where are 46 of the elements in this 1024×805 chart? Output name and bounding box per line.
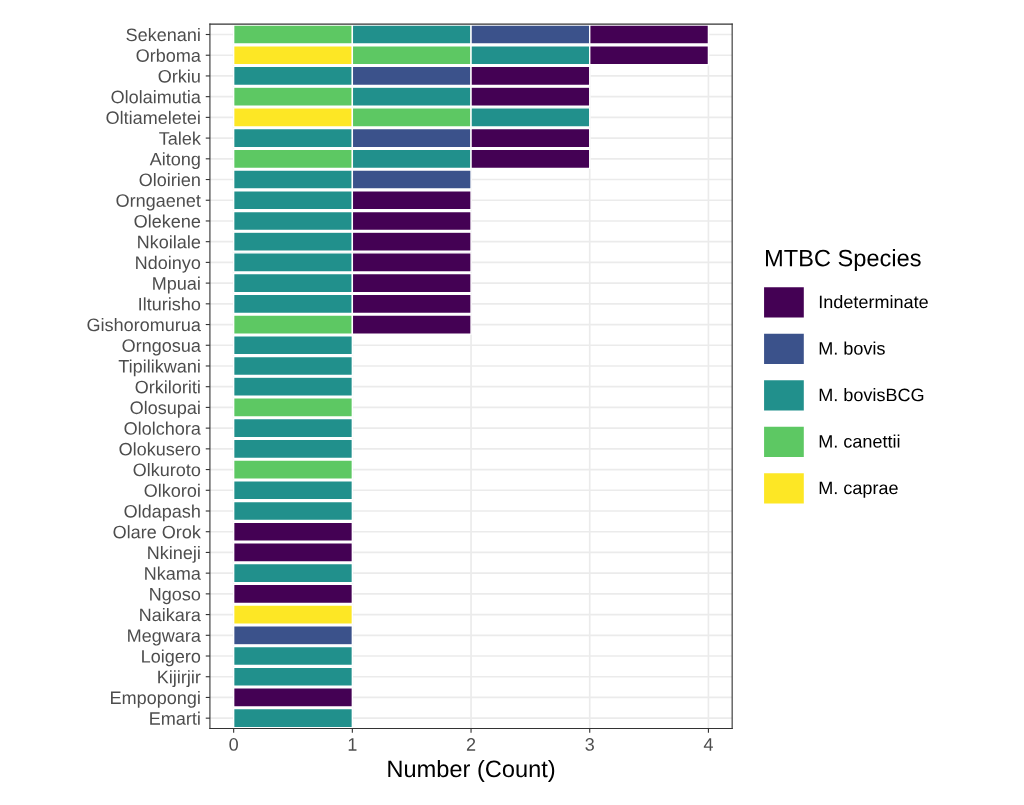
y-tick-label: Emarti (150, 711, 200, 725)
y-tick-label: Ololaimutia (111, 90, 201, 104)
y-tick-label: Sekenani (126, 27, 200, 42)
legend-label: M. bovis (819, 341, 885, 355)
y-tick-label: Nkoilale (138, 235, 201, 249)
y-tick-label: Olosupai (130, 400, 200, 418)
y-tick-label: Olokusero (119, 442, 201, 456)
y-tick-label: Orkiloriti (135, 380, 200, 394)
y-tick-label: Ololchora (124, 421, 201, 435)
y-tick-label: Gishoromurua (87, 318, 201, 332)
y-tick-label: Ilturisho (139, 297, 201, 311)
y-tick-label: Megwara (128, 629, 201, 646)
y-tick-label: Kijirjir (158, 670, 201, 688)
y-tick-label: Nkineji (148, 545, 200, 563)
y-tick-label: Naikara (140, 608, 201, 622)
y-tick-label: Olkuroto (133, 463, 201, 477)
legend-label: M. caprae (819, 481, 898, 498)
y-tick-label: Orngosua (122, 339, 201, 356)
legend-title: MTBC Species (766, 249, 921, 272)
y-tick-label: Oloirien (139, 172, 200, 187)
y-tick-label: Loigero (142, 649, 201, 667)
x-tick-label: 0 (229, 738, 238, 751)
y-tick-label: Orngaenet (116, 194, 201, 211)
y-tick-label: Olare Orok (113, 525, 201, 539)
y-tick-label: Ngoso (150, 587, 201, 605)
y-tick-label: Nkama (145, 566, 201, 580)
legend-label: M. bovisBCG (819, 388, 924, 402)
x-tick-label: 3 (585, 738, 594, 751)
legend-label: M. canettii (819, 434, 900, 448)
y-tick-label: Olkoroi (144, 483, 200, 497)
x-axis-title: Number (Count) (388, 759, 555, 782)
legend-label: Indeterminate (819, 295, 928, 309)
x-tick-label: 2 (466, 738, 476, 751)
y-tick-label: Olekene (134, 214, 201, 228)
x-tick-label: 1 (348, 738, 357, 751)
y-tick-label: Orboma (136, 48, 201, 62)
y-tick-label: Oldapash (124, 504, 200, 522)
x-tick-label: 4 (703, 738, 713, 751)
y-tick-label: Talek (159, 131, 201, 145)
y-tick-label: Mpuai (153, 276, 200, 294)
y-tick-label: Aitong (149, 152, 200, 170)
y-tick-label: Oltiameletei (106, 110, 200, 125)
y-tick-label: Tipilikwani (118, 359, 200, 377)
y-tick-label: Empopongi (111, 690, 200, 708)
y-tick-label: Ndoinyo (136, 255, 201, 273)
y-tick-label: Orkiu (158, 69, 200, 83)
